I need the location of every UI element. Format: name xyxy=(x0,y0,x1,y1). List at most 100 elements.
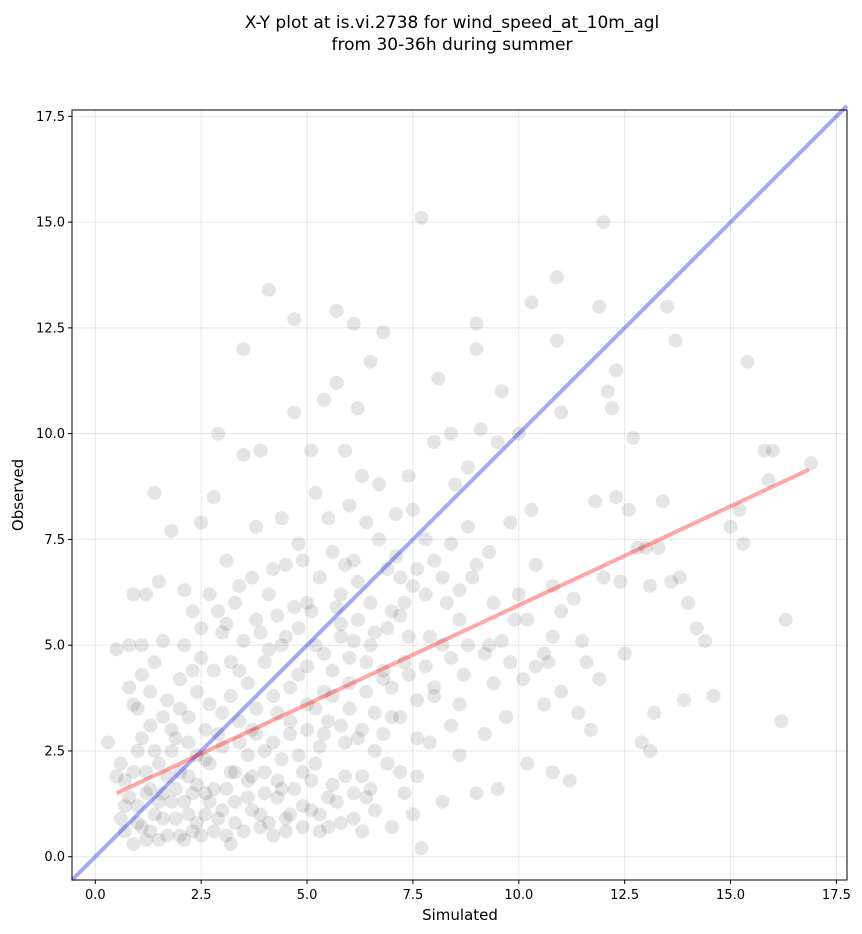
data-point xyxy=(316,392,331,407)
data-point xyxy=(427,680,442,695)
data-point xyxy=(668,333,683,348)
data-point xyxy=(219,828,234,843)
data-point xyxy=(596,570,611,585)
data-point xyxy=(329,600,344,615)
data-point xyxy=(380,756,395,771)
data-point xyxy=(181,769,196,784)
data-point xyxy=(151,756,166,771)
data-point xyxy=(160,693,175,708)
data-point xyxy=(194,650,209,665)
data-point xyxy=(147,655,162,670)
data-point xyxy=(511,587,526,602)
data-point xyxy=(295,765,310,780)
data-point xyxy=(122,680,137,695)
data-point xyxy=(206,663,221,678)
data-point xyxy=(372,532,387,547)
data-point xyxy=(325,688,340,703)
data-point xyxy=(342,676,357,691)
data-point xyxy=(350,731,365,746)
data-point xyxy=(393,570,408,585)
data-point xyxy=(469,316,484,331)
data-point xyxy=(283,714,298,729)
data-point xyxy=(427,688,442,703)
data-point xyxy=(156,811,171,826)
data-point xyxy=(206,824,221,839)
data-point xyxy=(236,824,251,839)
data-point xyxy=(651,540,666,555)
data-point xyxy=(278,629,293,644)
data-point xyxy=(359,515,374,530)
data-point xyxy=(253,625,268,640)
data-point xyxy=(765,443,780,458)
data-point xyxy=(384,710,399,725)
data-point xyxy=(143,718,158,733)
x-tick-label: 0.0 xyxy=(85,888,106,903)
data-point xyxy=(228,815,243,830)
data-point xyxy=(316,684,331,699)
data-point xyxy=(414,210,429,225)
data-point xyxy=(477,646,492,661)
data-point xyxy=(198,807,213,822)
data-point xyxy=(172,701,187,716)
data-point xyxy=(295,553,310,568)
data-point xyxy=(202,794,217,809)
data-point xyxy=(189,748,204,763)
data-point xyxy=(295,820,310,835)
data-point xyxy=(168,782,183,797)
data-point xyxy=(469,786,484,801)
data-point xyxy=(164,523,179,538)
data-point xyxy=(329,303,344,318)
data-point xyxy=(405,578,420,593)
data-point xyxy=(300,595,315,610)
data-point xyxy=(507,612,522,627)
data-point xyxy=(410,693,425,708)
data-point xyxy=(732,502,747,517)
data-point xyxy=(113,811,128,826)
data-point xyxy=(384,604,399,619)
data-point xyxy=(113,756,128,771)
data-point xyxy=(185,824,200,839)
data-point xyxy=(257,765,272,780)
data-point xyxy=(664,574,679,589)
data-point xyxy=(215,803,230,818)
data-point xyxy=(329,794,344,809)
data-point xyxy=(460,460,475,475)
data-point xyxy=(545,578,560,593)
data-point xyxy=(333,629,348,644)
data-point xyxy=(359,684,374,699)
data-point xyxy=(338,557,353,572)
x-tick-label: 17.5 xyxy=(822,888,851,903)
data-point xyxy=(130,701,145,716)
data-point xyxy=(287,405,302,420)
data-point xyxy=(698,633,713,648)
data-point xyxy=(172,828,187,843)
data-point xyxy=(596,215,611,230)
data-point xyxy=(621,502,636,517)
data-point xyxy=(460,638,475,653)
data-point xyxy=(359,790,374,805)
chart-title-line-1: X-Y plot at is.vi.2738 for wind_speed_at… xyxy=(245,13,660,33)
data-point xyxy=(482,638,497,653)
data-point xyxy=(388,507,403,522)
regression-line xyxy=(115,467,810,796)
reference-lines xyxy=(70,104,849,882)
data-point xyxy=(232,578,247,593)
data-point xyxy=(257,786,272,801)
data-point xyxy=(545,629,560,644)
data-point xyxy=(312,807,327,822)
data-point xyxy=(244,722,259,737)
data-point xyxy=(185,663,200,678)
data-point xyxy=(427,435,442,450)
data-point xyxy=(143,684,158,699)
data-point xyxy=(177,794,192,809)
data-point xyxy=(592,672,607,687)
data-point xyxy=(516,672,531,687)
data-point xyxy=(261,282,276,297)
data-point xyxy=(249,701,264,716)
data-point xyxy=(757,443,772,458)
data-point xyxy=(261,642,276,657)
data-point xyxy=(283,680,298,695)
data-point xyxy=(333,587,348,602)
data-point xyxy=(300,659,315,674)
data-point xyxy=(469,557,484,572)
